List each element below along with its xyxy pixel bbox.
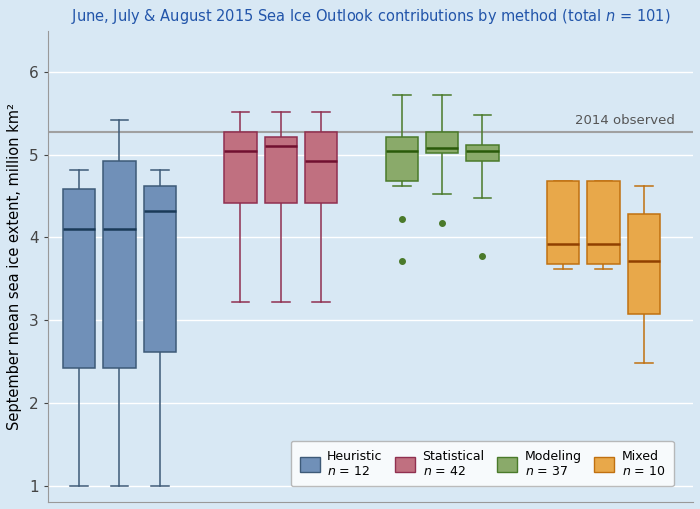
Bar <box>386 136 418 181</box>
Bar <box>426 131 458 153</box>
Bar <box>224 131 256 203</box>
Bar <box>587 181 620 264</box>
Y-axis label: September mean sea ice extent, million km²: September mean sea ice extent, million k… <box>7 103 22 430</box>
Bar <box>628 214 660 314</box>
Bar <box>144 186 176 352</box>
Bar <box>466 145 498 161</box>
Text: 2014 observed: 2014 observed <box>575 114 675 127</box>
Title: June, July & August 2015 Sea Ice Outlook contributions by method (total $n$ = 10: June, July & August 2015 Sea Ice Outlook… <box>71 7 670 26</box>
Bar <box>305 131 337 203</box>
Bar <box>63 189 95 368</box>
Legend: Heuristic
$n$ = 12, Statistical
$n$ = 42, Modeling
$n$ = 37, Mixed
$n$ = 10: Heuristic $n$ = 12, Statistical $n$ = 42… <box>291 441 674 487</box>
Bar <box>103 161 136 368</box>
Bar <box>265 136 297 203</box>
Bar <box>547 181 579 264</box>
